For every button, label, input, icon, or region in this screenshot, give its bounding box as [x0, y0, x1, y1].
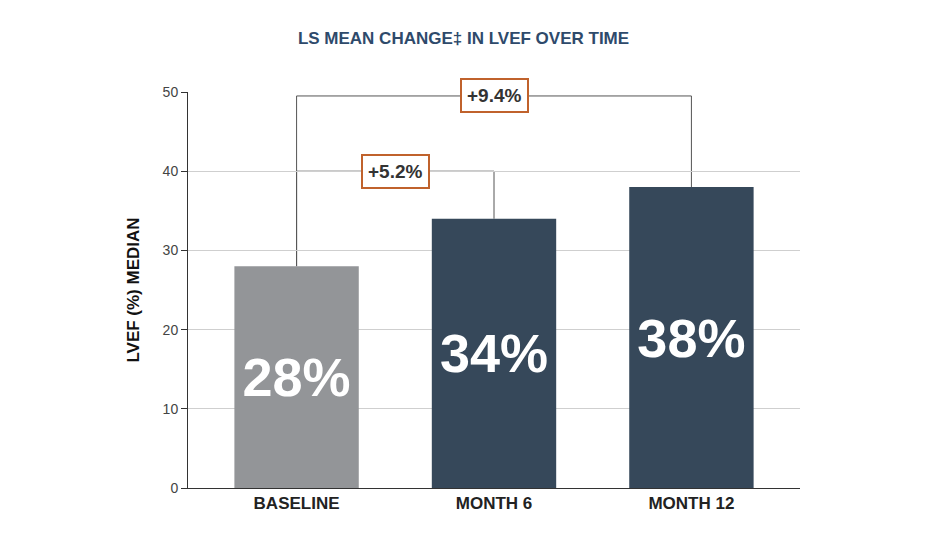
svg-text:10: 10	[163, 401, 179, 417]
svg-text:0: 0	[170, 480, 178, 496]
svg-text:20: 20	[163, 322, 179, 338]
svg-text:50: 50	[163, 84, 179, 100]
svg-text:BASELINE: BASELINE	[254, 494, 340, 513]
svg-text:34%: 34%	[440, 323, 548, 383]
svg-text:MONTH 6: MONTH 6	[456, 494, 533, 513]
svg-text:+5.2%: +5.2%	[368, 161, 423, 182]
svg-text:28%: 28%	[243, 347, 351, 407]
svg-text:30: 30	[163, 242, 179, 258]
svg-text:38%: 38%	[637, 308, 745, 368]
svg-text:40: 40	[163, 163, 179, 179]
svg-text:MONTH 12: MONTH 12	[648, 494, 734, 513]
svg-text:LVEF (%) MEDIAN: LVEF (%) MEDIAN	[124, 217, 143, 362]
svg-text:+9.4%: +9.4%	[467, 85, 522, 106]
svg-text:LS MEAN CHANGE‡ IN LVEF OVER T: LS MEAN CHANGE‡ IN LVEF OVER TIME	[298, 29, 629, 48]
